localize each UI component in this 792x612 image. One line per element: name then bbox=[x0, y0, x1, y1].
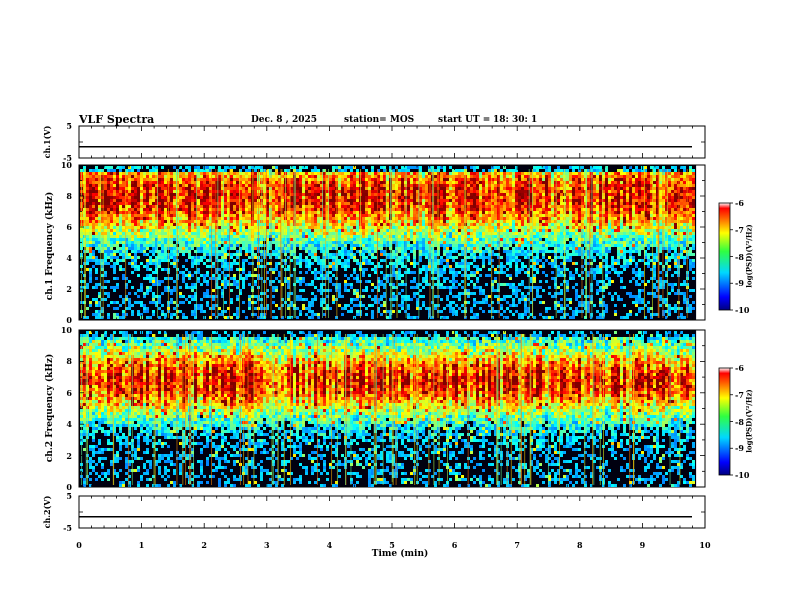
x-tick-label: 6 bbox=[451, 540, 458, 550]
x-tick-label: 10 bbox=[699, 540, 711, 550]
ch1-colorbar-gradient bbox=[718, 202, 731, 311]
ch2-colorbar-gradient bbox=[718, 367, 731, 476]
ch2-spectrogram-image bbox=[79, 330, 697, 487]
ch2-spectrogram-panel bbox=[78, 329, 706, 488]
x-tick-label: 2 bbox=[201, 540, 207, 550]
colorbar-tick-label: -6 bbox=[735, 363, 744, 373]
start-time-value: 18: 30: 1 bbox=[493, 115, 538, 125]
ch1-waveform-frame bbox=[78, 125, 706, 159]
y-tick-label: 10 bbox=[60, 160, 72, 170]
ch1-spectrogram-image bbox=[79, 165, 697, 320]
x-tick-label: 1 bbox=[138, 540, 145, 550]
y-tick-label: 2 bbox=[66, 450, 72, 461]
ch1-waveform-ylabel: ch.1(V) bbox=[42, 125, 52, 159]
ch2-waveform-panel bbox=[78, 495, 706, 529]
colorbar-tick-label: -10 bbox=[735, 470, 750, 480]
ch1-spectrogram-panel bbox=[78, 164, 706, 321]
x-tick-label: 5 bbox=[389, 540, 395, 550]
y-tick-label: 6 bbox=[66, 387, 72, 398]
colorbar-tick-label: -7 bbox=[735, 389, 744, 400]
colorbar-tick-label: -8 bbox=[735, 251, 744, 262]
colorbar-tick-label: -10 bbox=[735, 305, 750, 315]
colorbar-tick-label: -9 bbox=[735, 443, 744, 454]
x-tick-label: 0 bbox=[76, 540, 82, 550]
x-tick-label: 8 bbox=[577, 540, 583, 550]
start-ut-label: start UT = bbox=[438, 115, 491, 125]
x-tick-label: 3 bbox=[264, 540, 270, 550]
x-tick-label: 4 bbox=[326, 540, 333, 550]
colorbar-tick-label: -9 bbox=[735, 278, 744, 289]
colorbar-tick-label: -6 bbox=[735, 198, 744, 208]
ch1-colorbar bbox=[718, 202, 733, 311]
ch1-colorbar-label: log(PSD)(V²/Hz) bbox=[744, 224, 754, 288]
ch2-waveform-frame bbox=[78, 495, 706, 529]
ch2-waveform-ylabel: ch.2(V) bbox=[42, 495, 52, 529]
colorbar-tick-label: -7 bbox=[735, 224, 744, 235]
y-tick-label: 10 bbox=[60, 325, 72, 335]
ch1-waveform-panel bbox=[78, 125, 706, 159]
ch2-colorbar-label: log(PSD)(V²/Hz) bbox=[744, 389, 754, 453]
ch2-colorbar bbox=[718, 367, 733, 476]
y-tick-label: 2 bbox=[66, 284, 72, 294]
date-label: Dec. 8 , 2025 bbox=[251, 115, 317, 125]
x-tick-label: 7 bbox=[514, 540, 520, 550]
y-tick-label: 5 bbox=[66, 121, 72, 131]
y-tick-label: 6 bbox=[66, 222, 72, 232]
y-tick-label: 5 bbox=[66, 491, 72, 501]
y-tick-label: -5 bbox=[63, 153, 72, 163]
y-tick-label: 0 bbox=[66, 482, 72, 492]
y-tick-label: 8 bbox=[66, 191, 72, 201]
y-tick-label: 4 bbox=[66, 253, 72, 263]
y-tick-label: 4 bbox=[66, 419, 72, 430]
y-tick-label: 8 bbox=[66, 356, 72, 367]
ch2-spectrogram-ylabel: ch.2 Frequency (kHz) bbox=[45, 353, 55, 463]
x-tick-label: 9 bbox=[639, 540, 646, 550]
colorbar-tick-label: -8 bbox=[735, 416, 744, 427]
axis-ticks bbox=[78, 125, 706, 529]
y-tick-label: -5 bbox=[63, 523, 72, 533]
x-axis-label: Time (min) bbox=[371, 549, 429, 559]
figure-title: VLF Spectra bbox=[79, 113, 155, 126]
ch1-spectrogram-ylabel: ch.1 Frequency (kHz) bbox=[45, 191, 55, 301]
y-tick-label: 0 bbox=[66, 315, 72, 325]
station-label: station= MOS bbox=[344, 115, 415, 125]
